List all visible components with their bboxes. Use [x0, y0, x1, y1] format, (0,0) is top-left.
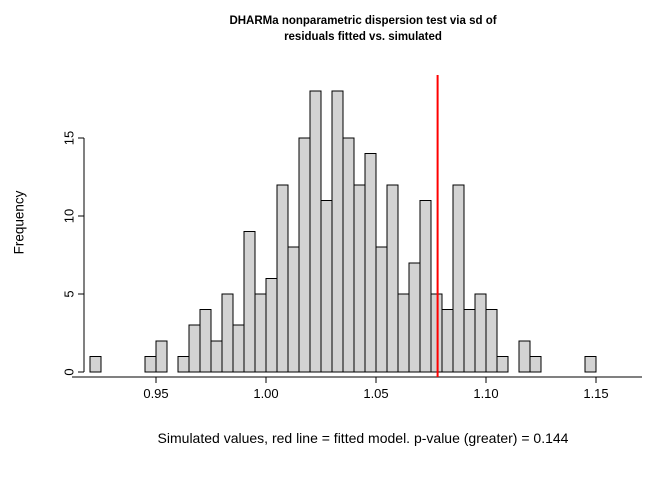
histogram-bar: [199, 309, 212, 373]
histogram-bar: [210, 340, 223, 373]
histogram-bar: [529, 355, 542, 373]
histogram-bar: [287, 246, 300, 373]
x-tick-label: 1.00: [253, 386, 278, 401]
chart-title-line-2: residuals fitted vs. simulated: [284, 31, 442, 44]
histogram-bar: [463, 309, 476, 373]
histogram-bar: [342, 137, 355, 373]
histogram-bar: [320, 199, 333, 373]
histogram-bar: [441, 309, 454, 373]
histogram-bar: [254, 293, 267, 373]
histogram-bar: [353, 184, 366, 373]
x-tick-label: 1.15: [583, 386, 608, 401]
histogram-bar: [408, 262, 421, 373]
histogram-bar: [474, 293, 487, 373]
histogram-bar: [386, 184, 399, 373]
histogram-bar: [485, 309, 498, 373]
histogram-bar: [144, 355, 157, 373]
y-tick-label: 15: [61, 131, 76, 145]
histogram-bar: [496, 355, 509, 373]
histogram-bar: [375, 246, 388, 373]
histogram-bar: [298, 137, 311, 373]
chart-title: DHARMa nonparametric dispersion test via…: [84, 13, 642, 45]
histogram-bar: [155, 340, 168, 373]
histogram-bar: [188, 324, 201, 373]
histogram-bar: [584, 355, 597, 373]
histogram-bar: [177, 355, 190, 373]
x-axis-label: Simulated values, red line = fitted mode…: [157, 430, 569, 446]
histogram-bar: [232, 324, 245, 373]
y-tick-label: 0: [61, 368, 76, 375]
histogram-bar: [419, 199, 432, 373]
x-tick-label: 1.10: [473, 386, 498, 401]
histogram-bar: [221, 293, 234, 373]
histogram-bar: [430, 293, 443, 373]
histogram-bar: [518, 340, 531, 373]
histogram-bar: [243, 231, 256, 373]
histogram-bar: [331, 90, 344, 373]
x-tick-label: 1.05: [363, 386, 388, 401]
x-tick-label: 0.95: [143, 386, 168, 401]
histogram-bar: [452, 184, 465, 373]
histogram-bar: [265, 277, 278, 373]
histogram-bar: [364, 153, 377, 373]
y-tick-label: 5: [61, 290, 76, 297]
chart-title-line-1: DHARMa nonparametric dispersion test via…: [229, 15, 497, 27]
histogram-bar: [276, 184, 289, 373]
histogram-bar: [397, 293, 410, 373]
histogram-bar: [89, 355, 102, 373]
y-tick-label: 10: [61, 209, 76, 223]
histogram-bar: [309, 90, 322, 373]
